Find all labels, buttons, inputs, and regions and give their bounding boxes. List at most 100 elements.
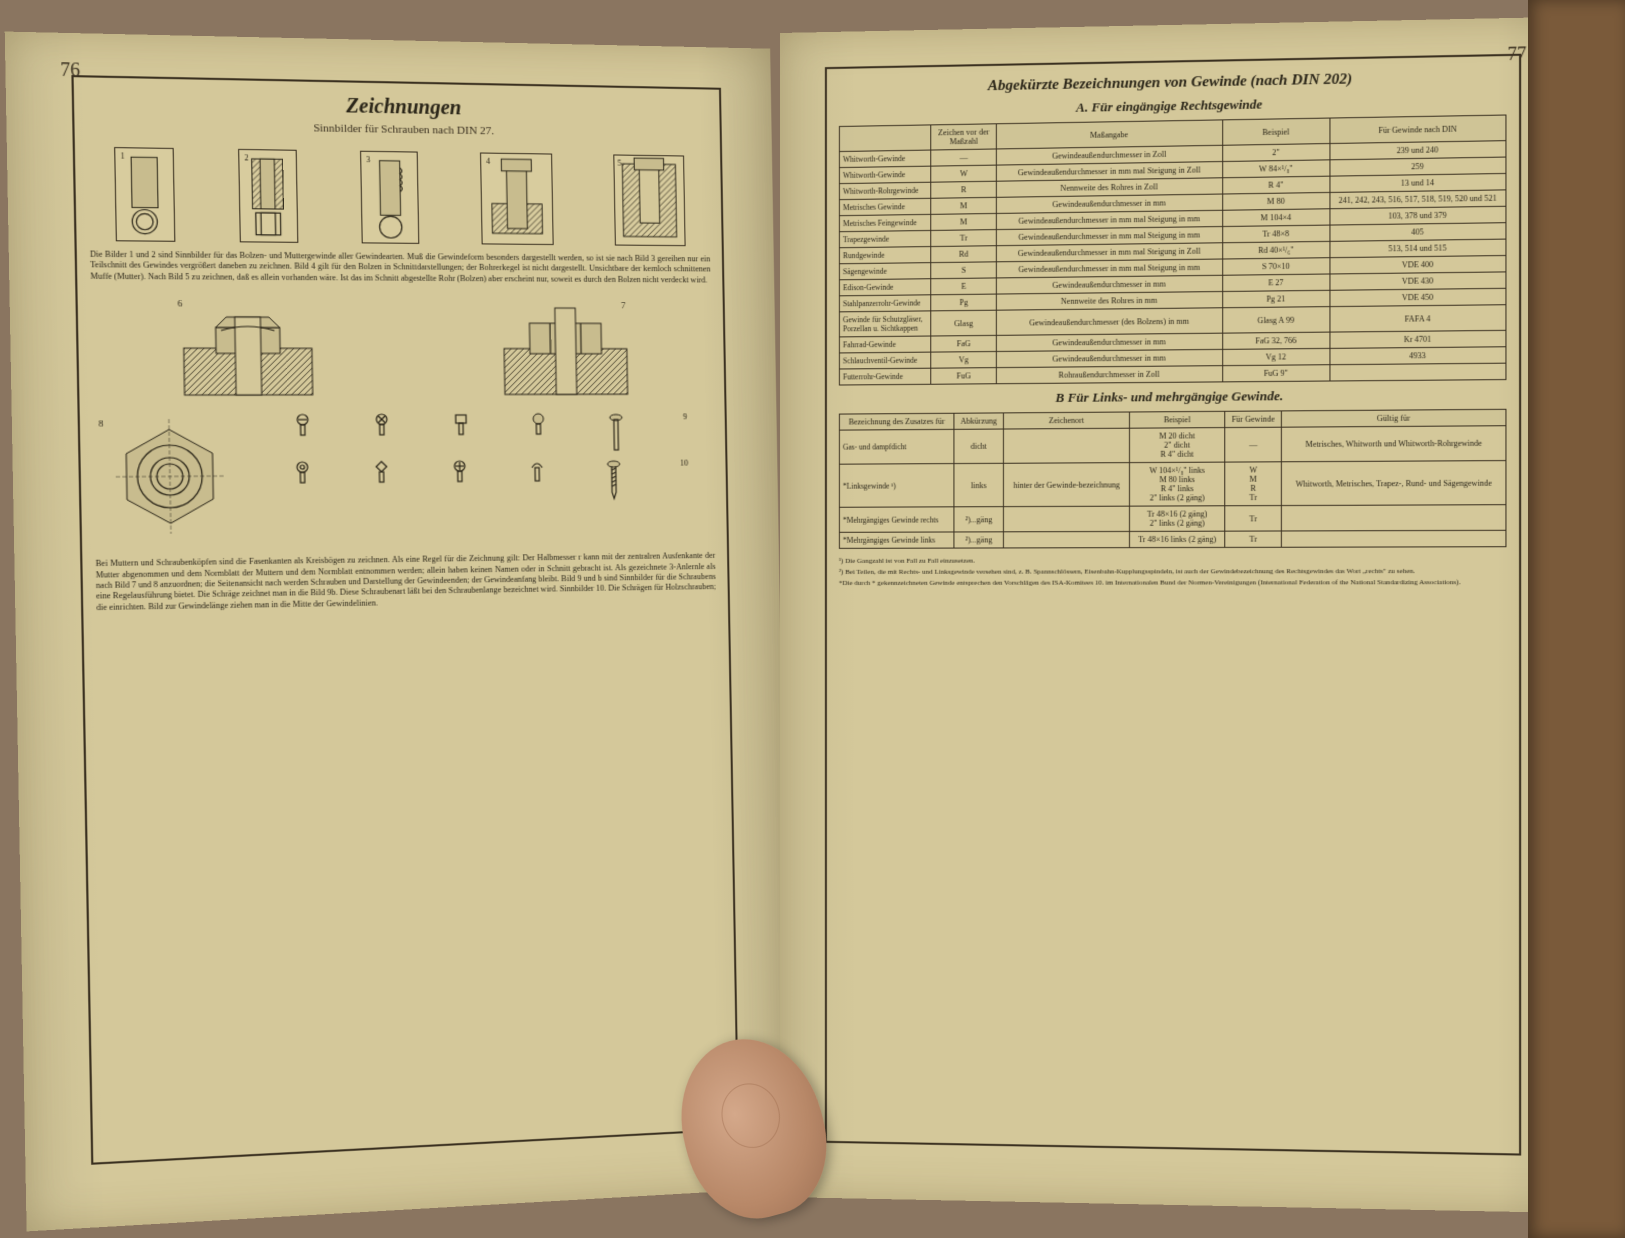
label-9: 9 (683, 412, 688, 454)
table-cell: W (931, 165, 997, 182)
table-cell: *Mehrgängiges Gewinde rechts (839, 506, 954, 532)
table-cell: Rohraußendurchmesser in Zoll (997, 365, 1223, 383)
th: Abkürzung (954, 412, 1004, 428)
th: Zeichen vor der Maßzahl (931, 123, 997, 149)
table-cell: W 84×¹/₈" (1222, 159, 1329, 177)
table-cell: Gas- und dampfdicht (839, 429, 954, 464)
text-block-1: Die Bilder 1 und 2 sind Sinnbilder für d… (90, 249, 711, 285)
left-page: 7 6 Zeichnungen Sinnbilder für Schrauben … (4, 31, 789, 1231)
table-cell: Gewindeaußendurchmesser in mm (997, 349, 1223, 367)
table-cell: Metrisches, Whitworth und Whitworth-Rohr… (1282, 425, 1506, 461)
screw-icon-long (606, 412, 625, 455)
footnotes: ¹) Die Gangzahl ist von Fall zu Fall ein… (839, 555, 1507, 588)
table-cell: Tr (1225, 505, 1282, 531)
table-cell: Vg (931, 351, 997, 368)
screw-icon (372, 460, 391, 483)
table-cell: R 4" (1222, 176, 1329, 194)
table-cell: FaG 32, 766 (1222, 332, 1329, 349)
diagram-3: 3 (360, 150, 419, 243)
table-cell: Edison-Gewinde (839, 278, 930, 295)
table-cell: Futterrohr-Gewinde (839, 368, 930, 385)
table-cell: Kr 4701 (1330, 330, 1506, 348)
table-cell: Rd 40×¹/₆" (1222, 241, 1329, 259)
table-cell: M 20 dicht 2" dicht R 4" dicht (1130, 427, 1225, 462)
table-cell: Gewindeaußendurchmesser (des Bolzens) in… (997, 307, 1223, 335)
diagram-row-1: 1 2 3 (88, 146, 710, 246)
diagram-2: 2 (238, 149, 298, 243)
table-cell: M (931, 213, 997, 230)
table-cell: FuG (931, 367, 997, 384)
book-cover-edge (1528, 0, 1625, 1238)
table-cell: Tr 48×16 (2 gäng) 2" links (2 gäng) (1130, 505, 1225, 531)
table-cell: 241, 242, 243, 516, 517, 518, 519, 520 u… (1330, 189, 1506, 208)
diagram-4: 4 (480, 152, 554, 245)
screw-icon (451, 413, 470, 436)
footnote: ²) Bei Teilen, die mit Rechts- und Links… (839, 566, 1507, 576)
table-cell: *Mehrgängiges Gewinde links (839, 531, 954, 547)
svg-text:8: 8 (98, 418, 104, 429)
screw-icon (292, 413, 311, 436)
table-cell: 13 und 14 (1330, 173, 1506, 192)
table-cell: E (931, 277, 997, 294)
table-cell: hinter der Gewinde-bezeichnung (1004, 462, 1130, 506)
table-cell: Whitworth-Rohrgewinde (839, 182, 930, 199)
table-cell: FuG 9" (1222, 364, 1329, 381)
table-row: *Mehrgängiges Gewinde links²)...gängTr 4… (839, 530, 1506, 548)
table-cell: FAFA 4 (1330, 304, 1506, 331)
table-cell: Trapezgewinde (839, 230, 930, 247)
table-cell: Gewindeaußendurchmesser in mm mal Steigu… (997, 259, 1223, 278)
table-cell: Sägengewinde (839, 262, 930, 279)
table-cell: 4933 (1330, 346, 1506, 364)
table-cell: VDE 430 (1330, 271, 1506, 289)
svg-text:1: 1 (120, 151, 125, 161)
table-cell: S (931, 261, 997, 278)
table-a-rechtsgewinde: Zeichen vor der Maßzahl Maßangabe Beispi… (839, 114, 1507, 385)
table-row: Gas- und dampfdichtdichtM 20 dicht 2" di… (839, 425, 1506, 463)
screw-icon-long (604, 459, 623, 502)
th: Zeichenort (1004, 411, 1130, 428)
table-cell (1004, 506, 1130, 532)
th: Gültig für (1282, 409, 1506, 427)
diagram-row-2: 6 7 (90, 290, 712, 405)
table-cell: ²)...gäng (954, 506, 1004, 531)
screw-icon (528, 459, 547, 482)
diagram-row-3: 8 9 (93, 412, 715, 550)
svg-text:3: 3 (366, 155, 370, 164)
text-block-2: Bei Muttern und Schraubenköpfen sind die… (95, 551, 716, 613)
table-cell: Schlauchventil-Gewinde (839, 352, 930, 369)
screw-icon (372, 413, 391, 436)
table-cell: Rd (931, 245, 997, 262)
table-cell: *Linksgewinde ¹) (839, 463, 954, 507)
table-b-linksgewinde: Bezeichnung des Zusatzes für Abkürzung Z… (839, 408, 1507, 548)
diagram-5: 5 (613, 154, 685, 246)
table-cell: VDE 450 (1330, 288, 1506, 306)
svg-text:7: 7 (620, 300, 625, 310)
table-cell: Pg 21 (1222, 290, 1329, 307)
diagram-6: 6 (171, 291, 323, 406)
th: Für Gewinde (1225, 410, 1282, 427)
right-content-frame: Abgekürzte Bezeichnungen von Gewinde (na… (825, 53, 1521, 1155)
table-cell: Glasg (931, 310, 997, 336)
svg-text:6: 6 (177, 298, 183, 308)
table-cell (1282, 530, 1506, 547)
table-cell: E 27 (1222, 273, 1329, 291)
th: Maßangabe (997, 119, 1223, 148)
screw-icon (450, 460, 469, 483)
th: Beispiel (1130, 411, 1225, 428)
table-cell: Tr 48×8 (1222, 225, 1329, 243)
table-cell: Glasg A 99 (1222, 306, 1329, 333)
diagram-7: 7 (492, 292, 637, 404)
table-cell: Nennweite des Rohres in mm (997, 291, 1223, 310)
left-content-frame: Zeichnungen Sinnbilder für Schrauben nac… (71, 75, 739, 1165)
diagram-1: 1 (114, 147, 175, 242)
table-cell (1004, 531, 1130, 548)
table-cell: VDE 400 (1330, 255, 1506, 273)
table-cell: — (1225, 427, 1282, 462)
table-row: *Linksgewinde ¹)linkshinter der Gewinde-… (839, 460, 1506, 507)
table-cell: 103, 378 und 379 (1330, 206, 1506, 225)
table-cell: M 80 (1222, 192, 1329, 210)
screw-symbols-grid: 9 10 (265, 412, 714, 505)
table-cell: W M R Tr (1225, 461, 1282, 505)
svg-text:2: 2 (244, 153, 248, 162)
page-number-right: 77 (1508, 43, 1527, 65)
